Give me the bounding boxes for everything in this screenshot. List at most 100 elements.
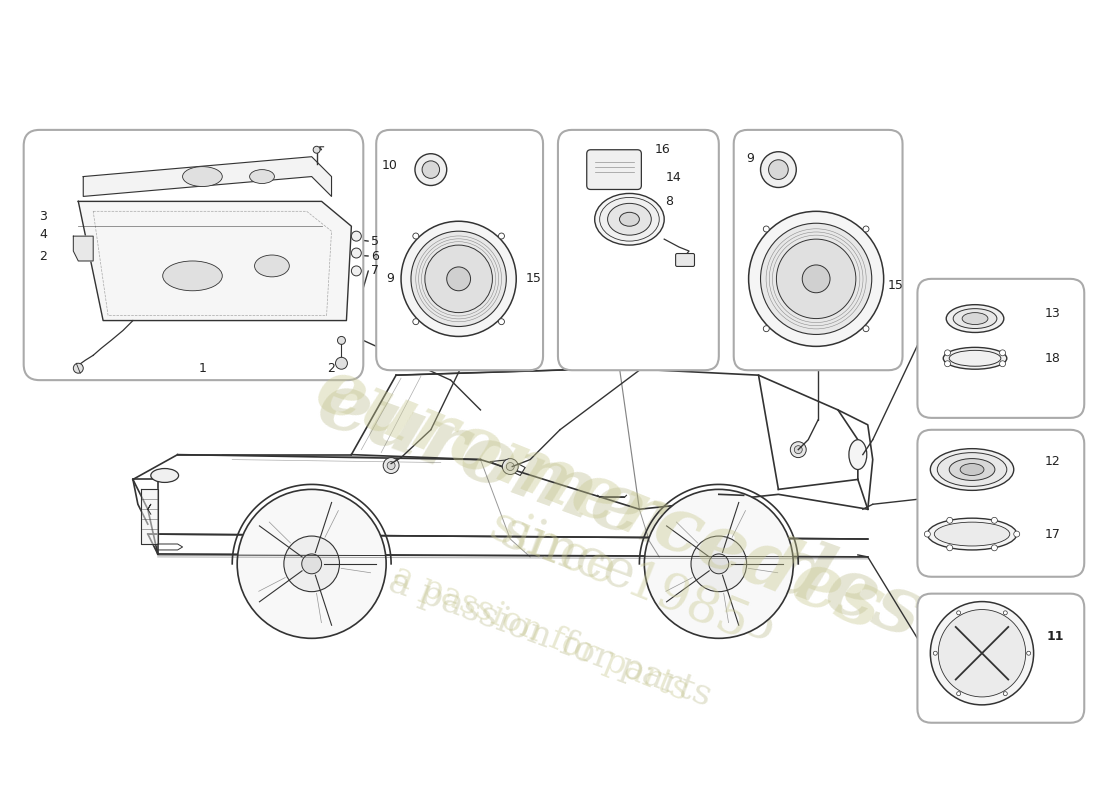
Text: euromercedes: euromercedes [305,352,894,647]
Circle shape [238,490,386,638]
Circle shape [1003,611,1008,614]
Circle shape [447,267,471,290]
Text: 2: 2 [328,362,336,374]
Circle shape [301,554,321,574]
FancyBboxPatch shape [376,130,543,370]
Circle shape [1000,361,1005,366]
Circle shape [284,536,340,592]
Text: 4: 4 [40,228,47,241]
Circle shape [336,358,348,370]
Circle shape [412,233,419,239]
Text: 9: 9 [386,272,394,286]
Circle shape [991,545,998,551]
FancyBboxPatch shape [917,430,1085,577]
Ellipse shape [946,305,1004,333]
Circle shape [957,692,960,696]
Circle shape [760,223,871,334]
Circle shape [790,442,806,458]
Text: 12: 12 [1045,455,1060,468]
Circle shape [645,490,793,638]
Polygon shape [141,490,157,544]
Circle shape [691,536,747,592]
Text: 11: 11 [1046,630,1064,643]
FancyBboxPatch shape [734,130,902,370]
Circle shape [351,231,361,241]
Circle shape [314,146,320,154]
Ellipse shape [619,212,639,226]
Text: 10: 10 [382,159,397,172]
Circle shape [749,211,883,346]
Ellipse shape [151,469,178,482]
Circle shape [1014,531,1020,537]
Circle shape [945,350,950,356]
Ellipse shape [849,440,867,470]
Circle shape [763,226,769,232]
Text: 16: 16 [654,143,670,156]
Polygon shape [84,157,331,197]
Text: 8: 8 [666,195,673,208]
Text: 2: 2 [40,250,47,262]
Circle shape [351,266,361,276]
Circle shape [957,611,960,614]
Circle shape [74,363,84,373]
Text: 3: 3 [40,210,47,222]
FancyBboxPatch shape [558,130,718,370]
Text: 13: 13 [1045,307,1060,320]
Circle shape [947,518,953,523]
Circle shape [794,446,802,454]
Circle shape [864,226,869,232]
Circle shape [498,318,505,325]
Text: 7: 7 [372,265,379,278]
Circle shape [402,222,516,337]
Circle shape [412,318,419,325]
Text: 18: 18 [1045,352,1060,365]
Ellipse shape [949,458,994,481]
FancyBboxPatch shape [917,279,1085,418]
Text: 6: 6 [372,250,379,262]
Circle shape [338,337,345,344]
Ellipse shape [250,170,274,183]
Circle shape [945,361,950,366]
Text: since 1985: since 1985 [483,499,756,648]
Text: 17: 17 [1045,527,1060,541]
Circle shape [931,602,1034,705]
Text: 14: 14 [666,171,681,184]
Ellipse shape [254,255,289,277]
Circle shape [383,458,399,474]
Circle shape [991,518,998,523]
Ellipse shape [927,518,1016,550]
Text: 15: 15 [525,272,541,286]
Circle shape [802,265,830,293]
Ellipse shape [934,522,1010,546]
Ellipse shape [600,198,659,241]
Circle shape [1003,692,1008,696]
Circle shape [425,245,493,313]
Circle shape [938,610,1025,697]
Text: 5: 5 [372,234,379,248]
Circle shape [864,326,869,332]
Polygon shape [78,202,351,321]
Ellipse shape [962,313,988,325]
Circle shape [498,233,505,239]
Text: a passion for parts: a passion for parts [387,559,693,707]
Text: a passion for parts: a passion for parts [384,564,716,713]
Polygon shape [74,236,94,261]
Circle shape [422,161,440,178]
Ellipse shape [960,463,984,475]
Circle shape [506,462,515,470]
Ellipse shape [937,453,1006,486]
Circle shape [760,152,796,187]
Circle shape [1026,651,1031,655]
Circle shape [708,554,728,574]
Text: 1: 1 [198,362,207,374]
Circle shape [351,248,361,258]
Circle shape [947,545,953,551]
Circle shape [503,458,518,474]
Ellipse shape [931,449,1014,490]
Text: since 1985: since 1985 [495,506,784,652]
FancyBboxPatch shape [586,150,641,190]
Text: euromercedes: euromercedes [307,364,933,654]
Circle shape [763,326,769,332]
Ellipse shape [163,261,222,290]
Ellipse shape [944,347,1006,370]
